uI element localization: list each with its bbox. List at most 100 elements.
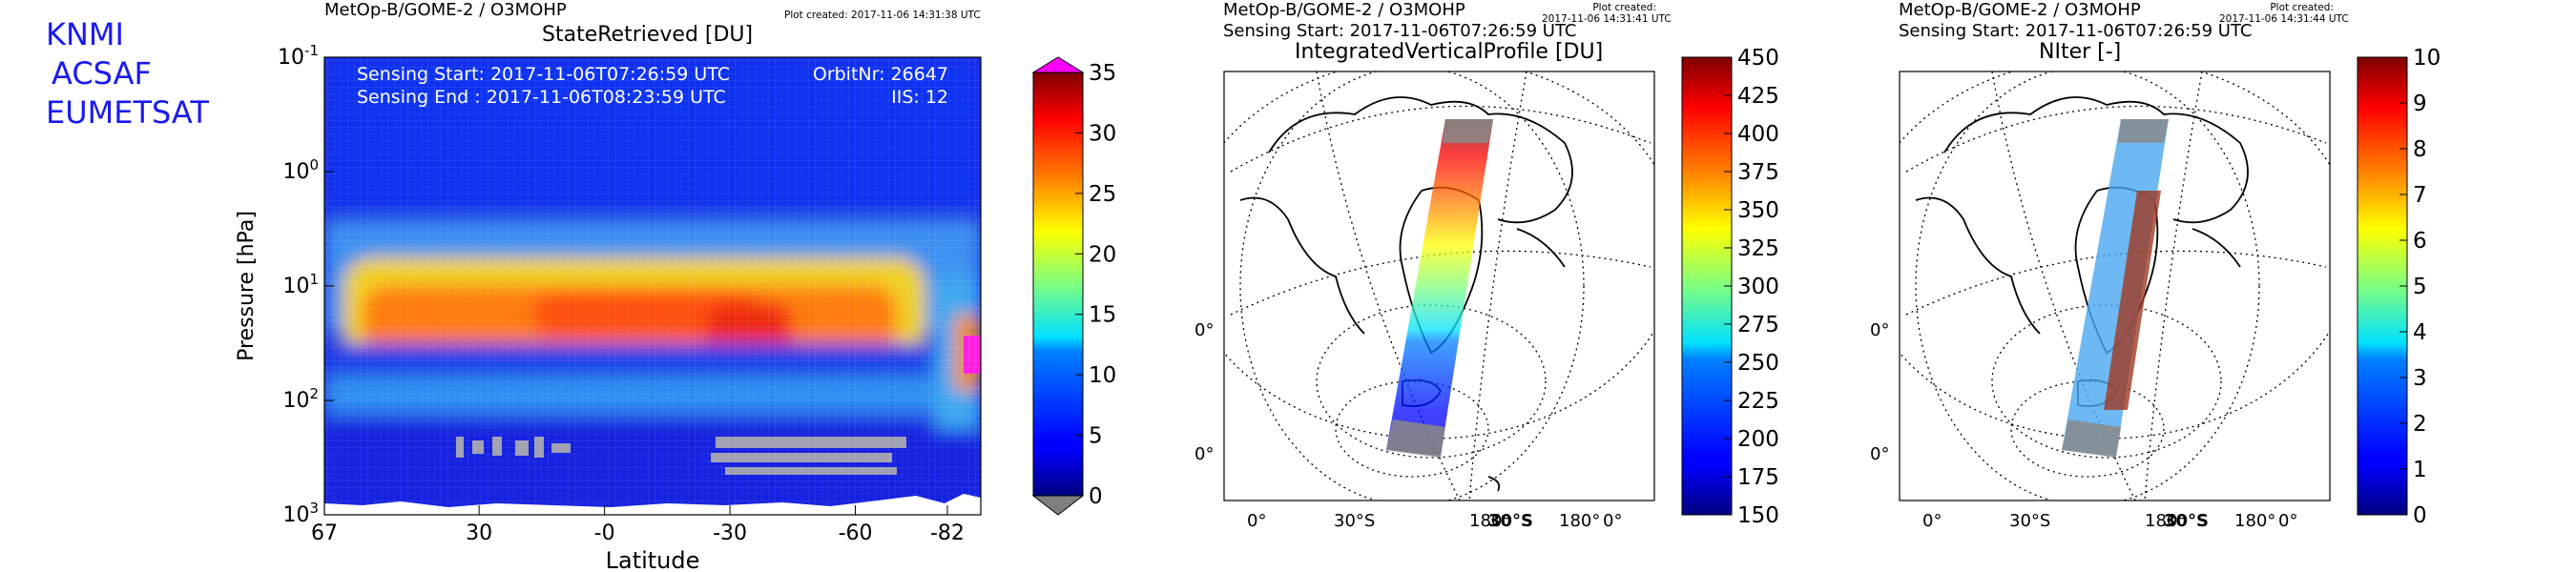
colorbar-tick: 450	[1724, 46, 1779, 71]
annotation-sensing-end: Sensing End : 2017-11-06T08:23:59 UTC	[357, 87, 726, 108]
x-tick: 30	[466, 505, 492, 545]
colorbar-tick: 2	[2399, 412, 2427, 437]
colorbar-tick: 30	[1075, 121, 1116, 146]
lon-label-6: 0°	[1603, 511, 1622, 531]
colorbar-over-arrow	[1031, 56, 1085, 73]
colorbar-tick: 4	[2399, 320, 2427, 345]
colorbar-tick-label: 20	[1089, 242, 1116, 267]
swath-top-missing	[2118, 119, 2169, 143]
colorbar-tick-label: 0	[2413, 503, 2427, 528]
panel2-plot-created-line1: Plot created:	[1592, 2, 1656, 13]
panel2-title: IntegratedVerticalProfile [DU]	[1295, 40, 1604, 64]
colorbar-tick-label: 175	[1737, 465, 1779, 490]
y-tick-exp: 0	[309, 156, 319, 174]
panel2-plot-created-line2: 2017-11-06 14:31:41 UTC	[1542, 13, 1672, 25]
x-axis-label: Latitude	[606, 547, 700, 572]
lat-label-1: 0°	[1870, 320, 1889, 340]
colorbar-tick: 150	[1724, 503, 1779, 528]
colorbar-tick-label: 450	[1737, 46, 1779, 71]
colorbar-tick: 200	[1724, 427, 1779, 452]
panel2-source: MetOp-B/GOME-2 / O3MOHP	[1223, 0, 1465, 20]
lon-label-1: 0°	[1922, 511, 1942, 531]
logo-line-knmi: KNMI	[46, 16, 124, 52]
colorbar-tick-label: 9	[2413, 92, 2427, 116]
colorbar-tick-label: 5	[2413, 275, 2427, 299]
heatmap-annotations: Sensing Start: 2017-11-06T07:26:59 UTC S…	[357, 64, 948, 108]
map-integrated-profile: 0° 0° 0° 30°S 180° 30°S 180° 0°	[1195, 71, 1655, 531]
x-tick: -30	[713, 505, 747, 545]
x-tick: 67	[311, 505, 338, 545]
lon-label-4: 30°S	[1488, 511, 1533, 531]
y-tick-base: 10	[282, 503, 309, 527]
colorbar-tick: 9	[2399, 92, 2427, 116]
lon-label-5: 180°	[1559, 511, 1600, 531]
panel2-sensing-start: Sensing Start: 2017-11-06T07:26:59 UTC	[1223, 21, 1577, 41]
lat-label-1: 0°	[1195, 320, 1214, 340]
colorbar-tick-label: 150	[1737, 503, 1779, 528]
lon-label-5: 180°	[2234, 511, 2275, 531]
colorbar-tick-label: 6	[2413, 229, 2427, 254]
colorbar-tick-label: 4	[2413, 320, 2427, 345]
colorbar-tick: 0	[2399, 503, 2427, 528]
x-axis-ticks: 67 30 -0 -30 -60 -82	[311, 505, 965, 545]
colorbar-gradient	[1681, 56, 1733, 516]
missing-data-patches	[456, 437, 906, 475]
logo-text: KNMI ACSAF EUMETSAT	[46, 15, 209, 133]
lon-label-6: 0°	[2278, 511, 2297, 531]
y-tick-1e-1: 10-1	[278, 42, 334, 70]
colorbar-tick: 5	[1075, 424, 1103, 449]
colorbar-tick-label: 2	[2413, 412, 2427, 437]
colorbar-tick: 425	[1724, 84, 1779, 109]
lon-label-1: 0°	[1247, 511, 1266, 531]
x-tick-label: -0	[594, 521, 615, 545]
colorbar-tick-label: 8	[2413, 137, 2427, 162]
svg-text:10-1: 10-1	[278, 42, 319, 70]
x-tick-label: 67	[311, 521, 338, 545]
colorbar-tick-label: 35	[1089, 61, 1116, 86]
colorbar-tick-label: 275	[1737, 313, 1779, 337]
lon-label-3: 180°	[2145, 511, 2186, 531]
swath-bottom-missing	[1386, 419, 1445, 458]
colorbar-tick: 400	[1724, 122, 1779, 147]
colorbar-tick: 0	[1075, 484, 1103, 509]
panel1-title: StateRetrieved [DU]	[542, 23, 754, 47]
panel3-plot-created: Plot created: 2017-11-06 14:31:44 UTC	[2219, 2, 2349, 25]
colorbar-stateretrieved: 35 30 25 20 15 10 5 0	[1031, 56, 1116, 516]
colorbar-tick: 10	[2399, 46, 2441, 71]
y-tick-1e0: 100	[282, 156, 334, 184]
colorbar-tick-label: 7	[2413, 183, 2427, 208]
colorbar-tick-label: 5	[1089, 424, 1103, 449]
y-tick-base: 10	[282, 389, 309, 413]
map-niter: 0° 0° 0° 30°S 180° 30°S 180° 0°	[1870, 71, 2331, 531]
colorbar-tick: 3	[2399, 366, 2427, 391]
colorbar-tick-label: 15	[1089, 303, 1116, 328]
lon-label-4: 30°S	[2164, 511, 2209, 531]
y-tick-exp: 1	[309, 271, 319, 288]
colorbar-ticks: 450 425 400 375 350 325 300 275 250 225 200 175 150	[1724, 46, 1779, 528]
x-tick: -0	[594, 505, 615, 545]
colorbar-tick: 250	[1724, 351, 1779, 376]
colorbar-tick: 35	[1075, 61, 1116, 86]
colorbar-tick-label: 300	[1737, 275, 1779, 299]
y-tick-1e1: 101	[282, 271, 334, 298]
colorbar-tick-label: 400	[1737, 122, 1779, 147]
x-tick-label: -60	[839, 521, 873, 545]
lon-label-2: 30°S	[2009, 511, 2050, 531]
svg-text:101: 101	[282, 271, 319, 298]
logo-line-acsaf: ACSAF	[52, 55, 152, 92]
x-tick-label: -82	[930, 521, 965, 545]
y-tick-exp: -1	[304, 42, 319, 59]
colorbar-tick-label: 3	[2413, 366, 2427, 391]
colorbar-tick: 6	[2399, 229, 2427, 254]
panel1-source: MetOp-B/GOME-2 / O3MOHP	[324, 0, 567, 20]
colorbar-tick: 8	[2399, 137, 2427, 162]
panel3-plot-created-line1: Plot created:	[2270, 2, 2334, 13]
colorbar-tick-label: 225	[1737, 389, 1779, 414]
colorbar-tick: 10	[1075, 363, 1116, 388]
lon-label-2: 30°S	[1334, 511, 1375, 531]
colorbar-tick-label: 250	[1737, 351, 1779, 376]
svg-text:102: 102	[282, 385, 319, 413]
